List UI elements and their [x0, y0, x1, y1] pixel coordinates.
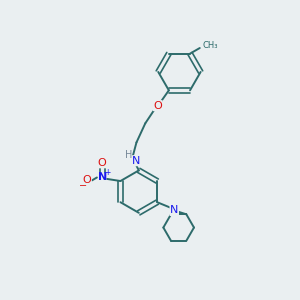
Text: N: N: [132, 156, 141, 166]
Text: N: N: [98, 172, 107, 182]
Text: N: N: [170, 206, 178, 215]
Text: H: H: [125, 150, 133, 161]
Text: O: O: [82, 176, 91, 185]
Text: +: +: [104, 168, 110, 177]
Text: O: O: [153, 100, 162, 111]
Text: CH₃: CH₃: [203, 41, 218, 50]
Text: −: −: [79, 181, 87, 191]
Text: O: O: [98, 158, 106, 168]
